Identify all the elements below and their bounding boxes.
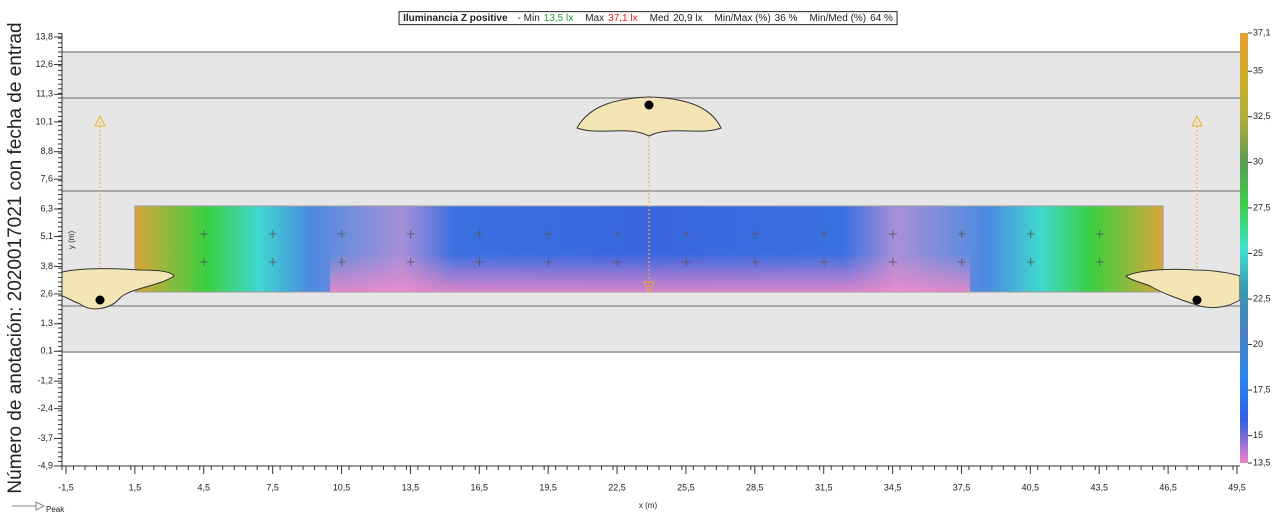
colorbar-tick-label: 30 (1253, 157, 1263, 167)
grid-point (200, 230, 208, 238)
x-tick-label: 46,5 (1159, 482, 1177, 492)
stat-label: - Min (518, 13, 540, 24)
stat-value: 37,1 lx (608, 13, 637, 24)
colorbar-tick-label: 22,5 (1253, 293, 1271, 303)
y-tick-label: 10,1 (35, 116, 53, 126)
title-box (398, 11, 898, 26)
luminaires (61, 96, 1241, 310)
grid-point (337, 258, 346, 266)
grid-point (682, 230, 691, 238)
y-tick-label: 13,8 (35, 31, 53, 41)
x-tick-label: 10,5 (333, 482, 351, 492)
arrow-heads (94, 114, 1203, 294)
grid-point (957, 230, 966, 238)
x-tick-label: 37,5 (953, 482, 971, 492)
stat-value: 20,9 lx (673, 13, 702, 24)
x-tick-label: 40,5 (1022, 482, 1040, 492)
colorbar-tick-label: 25 (1253, 248, 1263, 258)
y-tick-label: -4,9 (37, 460, 53, 470)
grid-point (1026, 258, 1035, 266)
grid-point (820, 258, 829, 266)
title: Iluminancia Z positive - Min 13,5 lx Max 37,… (403, 13, 893, 24)
x-tick-label: 1,5 (129, 482, 142, 492)
colorbar-tick-label: 32,5 (1253, 111, 1271, 121)
colorbar-tick-label: 20 (1253, 339, 1263, 349)
y-tick-label: -3,7 (37, 433, 53, 443)
y-axis-label: y (m) (67, 231, 76, 250)
stat-label: Min/Med (%) (809, 13, 866, 24)
x-tick-label: 28,5 (746, 482, 764, 492)
stat-value: 36 % (775, 13, 798, 24)
plot-layout (12, 33, 1248, 511)
colorbar-tick-label: 37,1 (1253, 27, 1271, 37)
grid-point (1026, 230, 1035, 238)
y-tick-label: 6,3 (40, 203, 53, 213)
grid-point (613, 258, 622, 266)
stat-value: 64 % (870, 13, 893, 24)
grid-point (889, 230, 897, 238)
grid-point (337, 230, 346, 238)
y-tick-label: 7,6 (40, 174, 53, 184)
grid-point (475, 230, 484, 238)
grid-point (544, 230, 553, 238)
grid-point (1095, 230, 1104, 238)
y-tick-label: 12,6 (35, 59, 53, 69)
peak-label: Peak (46, 505, 65, 514)
stat-value: 13,5 lx (544, 13, 573, 24)
x-tick-label: 22,5 (608, 482, 626, 492)
peak-arrow (12, 501, 46, 511)
colorbar-tick-label: 17,5 (1253, 384, 1271, 394)
grid-point (475, 258, 484, 266)
grid-point (889, 258, 897, 266)
colorbar-tick-label: 35 (1253, 66, 1263, 76)
x-tick-label: 4,5 (198, 482, 211, 492)
colorbar-tick-label: 27,5 (1253, 202, 1271, 212)
x-tick-label: 7,5 (266, 482, 279, 492)
x-tick-label: 13,5 (402, 482, 420, 492)
x-tick-label: 31,5 (815, 482, 833, 492)
grid-point (957, 258, 966, 266)
y-tick-label: 1,3 (40, 318, 53, 328)
x-tick-label: 19,5 (539, 482, 557, 492)
y-tick-label: 0,1 (40, 346, 53, 356)
heatmap-low (330, 206, 970, 292)
colorbar-tick-label: 15 (1253, 430, 1263, 440)
x-axis-label: x (m) (639, 501, 658, 510)
grid-points (200, 230, 1104, 266)
x-tick-label: 49,5 (1228, 482, 1246, 492)
y-tick-label: -1,2 (37, 375, 53, 385)
grid-point (200, 258, 208, 266)
stat-label: Min/Max (%) (715, 13, 771, 24)
grid-point (682, 258, 691, 266)
y-tick-label: 11,3 (36, 89, 53, 99)
grid-point (544, 258, 553, 266)
grid-point (613, 230, 622, 238)
grid-point (268, 230, 277, 238)
stat-label: Med (650, 13, 669, 24)
y-tick-label: 3,8 (40, 261, 53, 271)
grid-point (751, 258, 760, 266)
grid-point (406, 258, 415, 266)
colorbar-tick-label: 13,5 (1253, 457, 1271, 467)
title-name: Iluminancia Z positive (403, 13, 508, 24)
grid-point (406, 230, 415, 238)
colorbar (1240, 33, 1248, 463)
side-note: Número de anotación: 2020017021 con fech… (5, 22, 26, 493)
x-tick-label: -1,5 (58, 482, 74, 492)
x-tick-label: 16,5 (471, 482, 489, 492)
grid-point (1095, 258, 1104, 266)
x-tick-label: 43,5 (1090, 482, 1108, 492)
y-tick-label: -2,4 (37, 403, 53, 413)
luminaire-dots (95, 100, 1202, 305)
grid-point (820, 230, 829, 238)
grid-point (268, 258, 277, 266)
grid-point (751, 230, 760, 238)
y-tick-label: 8,8 (40, 146, 53, 156)
x-tick-label: 34,5 (884, 482, 902, 492)
y-tick-label: 5,1 (40, 231, 53, 241)
stat-label: Max (585, 13, 604, 24)
y-tick-label: 2,6 (40, 288, 53, 298)
x-tick-label: 25,5 (677, 482, 695, 492)
